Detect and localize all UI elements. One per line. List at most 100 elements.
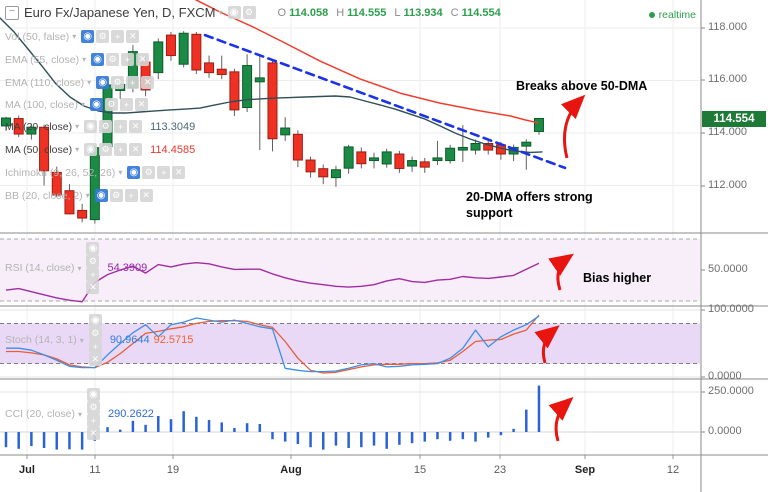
indicator-row-ma[interactable]: MA (20, close) ▾ ◉ ⚙ + ✕ 113.3049 [5, 120, 195, 133]
indicator-label: EMA (55, close) [5, 53, 80, 66]
chevron-down-icon[interactable]: ▾ [218, 8, 223, 17]
indicator-row-ema[interactable]: EMA (110, close) ▾ ◉ ⚙ + ✕ [5, 76, 155, 89]
settings-icon[interactable]: ⚙ [104, 98, 118, 111]
open-label: O [277, 6, 287, 19]
add-icon[interactable]: + [121, 53, 135, 66]
close-icon[interactable]: ✕ [141, 76, 155, 89]
time-axis-label: Sep [574, 464, 596, 476]
symbol-title[interactable]: Euro Fx/Japanese Yen, D, FXCM [24, 5, 216, 20]
rsi-label: RSI (14, close) [5, 262, 75, 274]
last-price-badge: 114.554 [702, 111, 766, 127]
indicator-label: MA (20, close) [5, 120, 73, 133]
indicator-row-ichimoku[interactable]: Ichimoku (9, 26, 52, 26) ▾ ◉ ⚙ + ✕ [5, 166, 186, 179]
indicator-label: Vol (50, false) [5, 30, 70, 43]
chevron-down-icon[interactable]: ▾ [87, 78, 92, 87]
indicator-label: BB (20, close, 2) [5, 189, 83, 202]
visibility-icon[interactable]: ◉ [84, 143, 98, 156]
chevron-down-icon[interactable]: ▾ [85, 191, 90, 200]
chevron-down-icon[interactable]: ▾ [75, 122, 80, 131]
close-icon[interactable]: ✕ [87, 427, 101, 440]
indicator-row-ma[interactable]: MA (100, close) ▾ ◉ ⚙ + ✕ [5, 98, 148, 111]
settings-icon[interactable]: ⚙ [109, 189, 123, 202]
settings-icon[interactable]: ⚙ [111, 76, 125, 89]
open-value: 114.058 [289, 6, 329, 19]
rsi-legend-row[interactable]: RSI (14, close) ▾ ◉ ⚙ + ✕ 54.3909 [5, 242, 147, 294]
visibility-icon[interactable]: ◉ [127, 166, 141, 179]
cci-legend-row[interactable]: CCI (20, close) ▾ ◉ ⚙ + ✕ 290.2622 [5, 388, 154, 440]
close-icon[interactable]: ✕ [86, 281, 100, 294]
time-axis-label: 12 [666, 464, 680, 476]
visibility-icon[interactable]: ◉ [87, 388, 101, 401]
stoch-legend-row[interactable]: Stoch (14, 3, 1) ▾ ◉ ⚙ + ✕ 90.9644 92.5715 [5, 314, 193, 366]
settings-icon[interactable]: ⚙ [242, 6, 256, 19]
settings-icon[interactable]: ⚙ [88, 327, 102, 340]
chevron-down-icon[interactable]: ▾ [77, 263, 82, 273]
price-axis-label: 250.0000 [708, 385, 754, 397]
cci-label: CCI (20, close) [5, 408, 76, 420]
visibility-icon[interactable]: ◉ [94, 189, 108, 202]
close-icon[interactable]: ✕ [172, 166, 186, 179]
chevron-down-icon[interactable]: ▾ [78, 409, 83, 419]
add-icon[interactable]: + [86, 268, 100, 281]
add-icon[interactable]: + [87, 414, 101, 427]
indicator-value: 114.4585 [150, 143, 196, 156]
add-icon[interactable]: + [114, 143, 128, 156]
close-icon[interactable]: ✕ [126, 30, 140, 43]
collapse-chart-icon[interactable]: − [5, 5, 19, 20]
visibility-icon[interactable]: ◉ [88, 314, 102, 327]
settings-icon[interactable]: ⚙ [99, 143, 113, 156]
chevron-down-icon[interactable]: ▾ [75, 145, 80, 154]
chevron-down-icon[interactable]: ▾ [82, 55, 87, 64]
add-icon[interactable]: + [88, 340, 102, 353]
rsi-value: 54.3909 [107, 262, 148, 274]
ohlc-readout: O 114.058 H 114.555 L 113.934 C 114.554 [270, 7, 501, 19]
price-axis-label: 118.000 [708, 21, 747, 33]
settings-icon[interactable]: ⚙ [87, 401, 101, 414]
visibility-icon[interactable]: ◉ [84, 120, 98, 133]
low-value: 113.934 [403, 6, 443, 19]
close-icon[interactable]: ✕ [134, 98, 148, 111]
close-icon[interactable]: ✕ [136, 53, 150, 66]
price-axis-label: 116.000 [708, 73, 747, 85]
stoch-d-value: 92.5715 [153, 334, 194, 346]
price-axis-label: 114.000 [708, 126, 747, 138]
visibility-icon[interactable]: ◉ [91, 53, 105, 66]
close-icon[interactable]: ✕ [129, 120, 143, 133]
annotation-breaks-above: Breaks above 50-DMA [516, 79, 648, 93]
add-icon[interactable]: + [157, 166, 171, 179]
settings-icon[interactable]: ⚙ [96, 30, 110, 43]
close-icon[interactable]: ✕ [88, 353, 102, 366]
settings-icon[interactable]: ⚙ [86, 255, 100, 268]
price-axis-label: 100.0000 [708, 303, 754, 315]
settings-icon[interactable]: ⚙ [142, 166, 156, 179]
stoch-label: Stoch (14, 3, 1) [5, 334, 77, 346]
visibility-icon[interactable]: ◉ [81, 30, 95, 43]
indicator-label: Ichimoku (9, 26, 52, 26) [5, 166, 116, 179]
settings-icon[interactable]: ⚙ [99, 120, 113, 133]
indicator-row-ema[interactable]: EMA (55, close) ▾ ◉ ⚙ + ✕ [5, 53, 150, 66]
indicator-row-bb[interactable]: BB (20, close, 2) ▾ ◉ ⚙ + ✕ [5, 189, 153, 202]
visibility-icon[interactable]: ◉ [96, 76, 110, 89]
close-icon[interactable]: ✕ [139, 189, 153, 202]
chevron-down-icon[interactable]: ▾ [80, 100, 85, 109]
add-icon[interactable]: + [124, 189, 138, 202]
chevron-down-icon[interactable]: ▾ [72, 32, 77, 41]
add-icon[interactable]: + [114, 120, 128, 133]
chevron-down-icon[interactable]: ▾ [79, 335, 84, 345]
add-icon[interactable]: + [119, 98, 133, 111]
settings-icon[interactable]: ⚙ [106, 53, 120, 66]
high-label: H [336, 6, 345, 19]
visibility-icon[interactable]: ◉ [89, 98, 103, 111]
close-icon[interactable]: ✕ [129, 143, 143, 156]
indicator-row-ma[interactable]: MA (50, close) ▾ ◉ ⚙ + ✕ 114.4585 [5, 143, 195, 156]
annotation-bias: Bias higher [583, 271, 652, 285]
chevron-down-icon[interactable]: ▾ [118, 168, 123, 177]
add-icon[interactable]: + [126, 76, 140, 89]
price-axis-label: 0.0000 [708, 370, 742, 382]
price-axis-label: 112.000 [708, 179, 747, 191]
add-icon[interactable]: + [111, 30, 125, 43]
indicator-row-vol[interactable]: Vol (50, false) ▾ ◉ ⚙ + ✕ [5, 30, 140, 43]
visibility-icon[interactable]: ◉ [86, 242, 100, 255]
visibility-icon[interactable]: ◉ [227, 6, 241, 19]
